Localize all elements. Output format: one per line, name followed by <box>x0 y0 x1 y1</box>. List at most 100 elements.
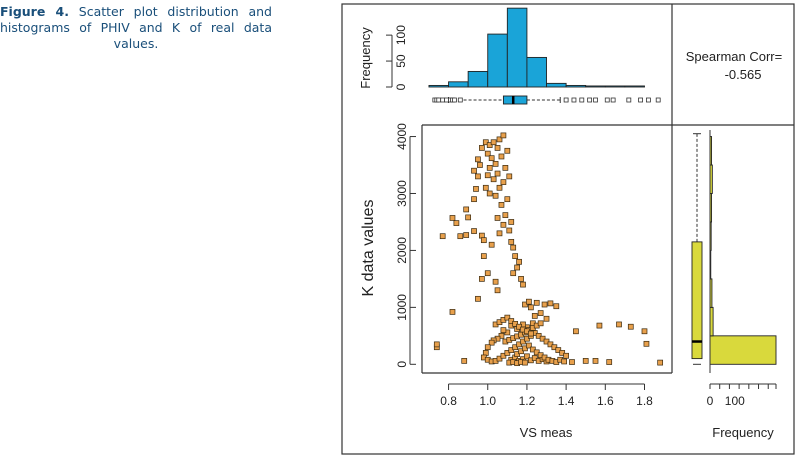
scatter-point <box>582 358 589 364</box>
top-box-outlier <box>579 97 585 103</box>
right-box-iqr <box>691 241 703 360</box>
scatter-point <box>482 184 489 191</box>
scatter-point <box>518 276 524 282</box>
scatter-point <box>498 202 505 208</box>
top-box-outlier <box>593 97 598 103</box>
scatter-point <box>490 139 497 146</box>
scatter-xtick-label: 1.0 <box>479 394 496 408</box>
right-hist-xlabel: Frequency <box>712 425 774 440</box>
scatter-ytick-label: 2000 <box>395 237 409 264</box>
scatter-point <box>516 258 522 265</box>
scatter-point <box>494 170 501 177</box>
scatter-point <box>494 145 501 151</box>
right-hist-xtick-label: 0 <box>707 394 714 408</box>
scatter-point <box>475 156 481 163</box>
scatter-point <box>537 320 544 327</box>
scatter-point <box>494 287 501 294</box>
scatter-point <box>484 344 491 351</box>
scatter-xtick-label: 1.6 <box>597 394 614 408</box>
scatter-point <box>475 295 481 302</box>
scatter-point <box>479 276 485 282</box>
scatter-point <box>526 298 532 305</box>
scatter-point <box>488 339 495 346</box>
top-box-outlier <box>610 97 616 103</box>
scatter-point <box>496 230 503 237</box>
top-boxplot <box>432 95 661 105</box>
scatter-ytick-label: 3000 <box>395 180 409 207</box>
scatter-point <box>484 150 491 157</box>
scatter-point <box>510 244 517 251</box>
scatter-point <box>547 300 554 307</box>
scatter-point <box>463 206 470 213</box>
scatter-point <box>510 270 517 277</box>
top-box-outlier <box>571 97 577 103</box>
scatter-point <box>463 232 470 238</box>
scatter-point <box>522 359 528 366</box>
scatter-point <box>527 304 534 311</box>
top-hist-ytick-label: 50 <box>394 54 408 68</box>
scatter-xtick-label: 0.8 <box>440 394 457 408</box>
scatter-point <box>504 314 511 321</box>
top-box-outlier <box>452 97 457 103</box>
scatter-point <box>453 220 460 226</box>
scatter-point <box>492 161 499 167</box>
top-hist-bar <box>428 84 450 88</box>
scatter-point <box>480 237 487 244</box>
scatter-point <box>439 233 446 240</box>
figure-caption-text: Scatter plot distribution and histograms… <box>0 4 272 51</box>
top-hist-bar <box>506 7 528 88</box>
figure-caption: Figure 4. Scatter plot distribution and … <box>0 4 272 52</box>
scatter-point <box>512 253 519 259</box>
figure-frame <box>341 3 795 455</box>
scatter-point <box>524 353 530 360</box>
scatter-point <box>543 315 550 322</box>
scatter-ytick-label: 1000 <box>395 294 409 321</box>
right-histogram <box>709 130 777 373</box>
scatter-point <box>533 299 540 306</box>
scatter-ytick-label: 0 <box>395 361 409 368</box>
scatter-point <box>500 179 507 185</box>
top-hist-ylabel: Frequency <box>358 27 373 89</box>
scatter-point <box>606 359 613 365</box>
scatter-xtick-label: 1.4 <box>558 394 575 408</box>
top-box-outlier <box>604 97 610 103</box>
figure-label: Figure 4. <box>0 4 69 19</box>
scatter-xtick-label: 1.8 <box>636 394 653 408</box>
scatter-point <box>643 340 650 347</box>
scatter-point <box>471 228 477 234</box>
scatter-point <box>537 310 544 316</box>
scatter-point <box>504 196 511 203</box>
scatter-xlabel: VS meas <box>520 425 573 440</box>
top-box-outlier <box>436 97 442 103</box>
scatter-point <box>471 196 477 203</box>
top-hist-bar <box>448 81 469 88</box>
scatter-point <box>657 359 664 366</box>
scatter-point <box>473 186 479 192</box>
scatter-point <box>502 165 509 171</box>
scatter-point <box>506 227 513 234</box>
top-box-iqr <box>502 95 528 105</box>
scatter-point <box>569 359 575 365</box>
scatter-point <box>500 327 507 333</box>
scatter-plot <box>433 132 664 367</box>
scatter-point <box>527 330 534 337</box>
scatter-point <box>484 270 491 277</box>
top-hist-bar <box>546 82 567 88</box>
scatter-point <box>506 173 513 180</box>
scatter-point <box>490 176 497 183</box>
scatter-point <box>477 162 483 168</box>
top-box-outlier <box>638 97 643 103</box>
scatter-point <box>488 241 495 248</box>
scatter-ytick-label: 4000 <box>395 123 409 150</box>
top-hist-bar <box>526 56 547 88</box>
scatter-point <box>486 165 493 171</box>
scatter-point <box>498 153 505 160</box>
top-box-outlier <box>655 97 661 103</box>
scatter-point <box>641 328 648 335</box>
scatter-point <box>553 303 560 310</box>
scatter-point <box>471 167 477 174</box>
top-hist-ytick-label: 100 <box>394 25 408 45</box>
scatter-point <box>457 233 464 240</box>
scatter-point <box>627 323 634 330</box>
scatter-point <box>475 173 481 180</box>
